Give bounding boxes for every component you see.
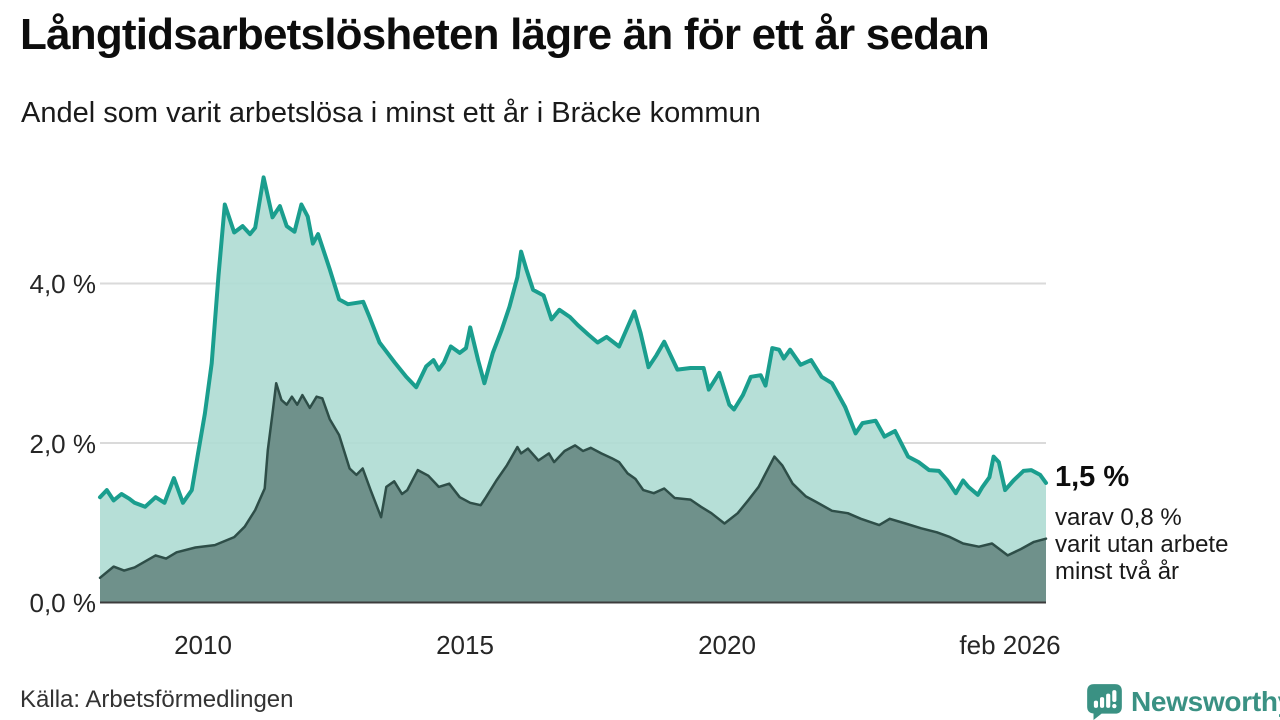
- annotation-line-1: varav 0,8 %: [1055, 504, 1182, 531]
- newsworthy-wordmark: Newsworthy: [1131, 685, 1280, 717]
- y-tick-label-2: 2,0 %: [29, 429, 97, 459]
- y-tick-label-0: 0,0 %: [29, 588, 97, 618]
- y-tick-label-4: 4,0 %: [29, 269, 97, 299]
- x-tick-label-2020: 2020: [698, 630, 756, 660]
- annotation-line-2: varit utan arbete: [1055, 531, 1229, 558]
- x-tick-label-2010: 2010: [174, 630, 232, 660]
- x-tick-label-feb-2026: feb 2026: [959, 630, 1061, 660]
- newsworthy-logo: Newsworthy: [1086, 683, 1280, 720]
- page-title: Långtidsarbetslösheten lägre än för ett …: [20, 10, 990, 59]
- source-credit: Källa: Arbetsförmedlingen: [20, 686, 294, 713]
- chart-subtitle: Andel som varit arbetslösa i minst ett å…: [21, 97, 761, 129]
- annotation-line-3: minst två år: [1055, 558, 1180, 585]
- end-value-label: 1,5 %: [1055, 461, 1130, 493]
- x-tick-label-2015: 2015: [436, 630, 494, 660]
- newsworthy-logo-icon: [1087, 684, 1122, 720]
- end-value-annotation: 1,5 % varav 0,8 % varit utan arbete mins…: [1055, 461, 1275, 585]
